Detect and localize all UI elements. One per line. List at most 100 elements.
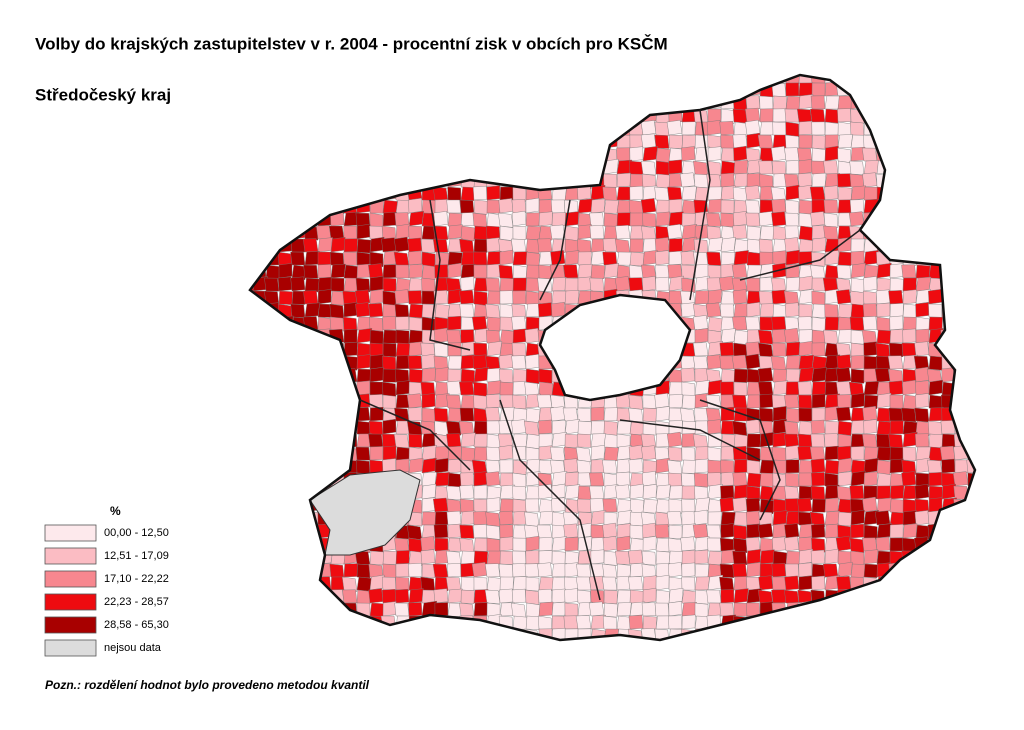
municipality: [642, 587, 657, 604]
municipality: [317, 276, 333, 292]
municipality: [263, 523, 280, 539]
municipality: [668, 250, 683, 266]
municipality: [822, 563, 839, 578]
municipality: [928, 160, 943, 175]
municipality: [434, 628, 450, 640]
municipality: [342, 94, 358, 110]
municipality: [303, 147, 319, 163]
municipality: [564, 602, 579, 618]
municipality: [759, 393, 774, 409]
legend-label: 17,10 - 22,22: [104, 573, 169, 585]
municipality: [499, 563, 514, 579]
legend-label: nejsou data: [104, 642, 162, 654]
municipality: [590, 120, 606, 136]
municipality: [250, 329, 254, 346]
municipality: [824, 626, 839, 640]
municipality: [863, 160, 880, 175]
municipality: [510, 602, 527, 619]
municipality: [967, 549, 975, 565]
municipality: [446, 642, 461, 656]
municipality: [889, 251, 904, 266]
municipality: [861, 147, 878, 162]
municipality: [330, 368, 347, 383]
municipality: [498, 264, 514, 280]
municipality: [252, 147, 268, 162]
municipality: [382, 264, 397, 279]
municipality: [589, 498, 605, 513]
municipality: [551, 82, 566, 98]
municipality: [927, 120, 943, 136]
municipality: [473, 147, 489, 162]
municipality: [810, 549, 826, 565]
municipality: [564, 562, 579, 578]
municipality: [602, 459, 618, 474]
municipality: [811, 393, 826, 409]
municipality: [342, 108, 358, 123]
municipality: [447, 627, 462, 640]
municipality: [549, 446, 566, 461]
municipality: [486, 107, 501, 123]
municipality: [369, 276, 384, 292]
municipality: [421, 563, 436, 578]
municipality: [642, 82, 657, 97]
municipality: [421, 277, 436, 293]
municipality: [954, 303, 970, 319]
municipality: [746, 251, 762, 267]
municipality: [538, 459, 553, 475]
municipality: [784, 472, 800, 488]
municipality: [523, 420, 540, 436]
municipality: [900, 225, 917, 241]
municipality: [719, 602, 735, 617]
municipality: [291, 121, 307, 137]
municipality: [250, 224, 255, 240]
municipality: [889, 394, 904, 409]
municipality: [837, 303, 853, 319]
municipality: [719, 120, 735, 136]
municipality: [953, 550, 969, 566]
municipality: [328, 160, 345, 176]
municipality: [953, 380, 969, 396]
municipality: [473, 485, 488, 500]
municipality: [681, 224, 698, 240]
municipality: [693, 509, 709, 526]
municipality: [511, 108, 527, 123]
municipality: [772, 368, 788, 383]
municipality: [290, 303, 306, 318]
municipality: [250, 602, 254, 618]
municipality: [343, 628, 359, 640]
municipality: [863, 471, 878, 487]
municipality: [551, 563, 567, 578]
municipality: [615, 550, 631, 565]
municipality: [382, 355, 397, 371]
municipality: [434, 134, 451, 149]
municipality: [758, 329, 774, 345]
municipality: [733, 82, 748, 97]
municipality: [785, 199, 800, 215]
municipality: [915, 563, 931, 578]
municipality: [967, 249, 975, 266]
municipality: [681, 498, 696, 514]
municipality: [628, 368, 644, 383]
municipality: [473, 511, 488, 526]
legend-swatch: [44, 639, 97, 657]
municipality: [328, 81, 345, 97]
municipality: [329, 433, 345, 448]
municipality: [369, 329, 384, 345]
municipality: [343, 563, 358, 578]
municipality: [902, 121, 917, 136]
municipality: [848, 211, 865, 227]
municipality: [811, 329, 826, 345]
municipality: [835, 628, 852, 640]
municipality: [459, 199, 475, 214]
municipality: [252, 342, 267, 357]
municipality: [616, 82, 632, 98]
municipality: [863, 446, 879, 461]
municipality: [473, 251, 488, 266]
municipality: [784, 523, 800, 539]
municipality: [941, 433, 956, 448]
municipality: [913, 95, 930, 110]
municipality: [446, 510, 462, 526]
municipality: [954, 459, 969, 474]
municipality: [967, 614, 975, 630]
municipality: [954, 146, 969, 162]
